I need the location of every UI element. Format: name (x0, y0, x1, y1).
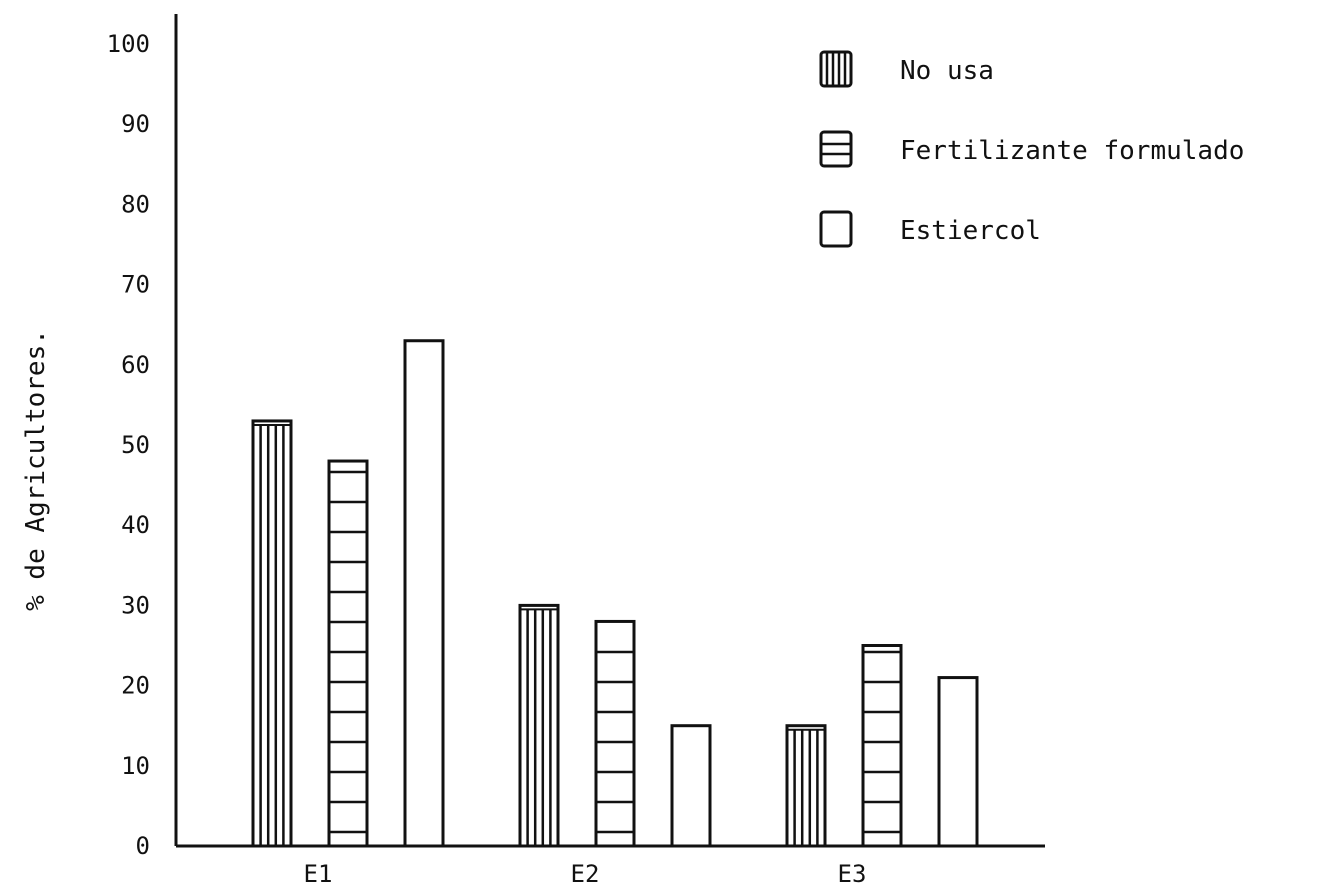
x-tick-label: E1 (304, 860, 333, 888)
x-tick-label: E2 (571, 860, 600, 888)
bar-rect (403, 339, 445, 848)
y-tick-label: 100 (107, 30, 150, 58)
bar-rect (861, 644, 903, 848)
legend-item: No usa (819, 50, 994, 88)
bar (251, 419, 293, 848)
legend-label: Estiercol (900, 216, 1041, 246)
bar-rect (670, 724, 712, 848)
y-tick-label: 0 (136, 832, 150, 860)
y-tick-label: 80 (121, 190, 150, 218)
legend-label: No usa (900, 56, 994, 86)
y-tick-label: 30 (121, 591, 150, 619)
x-tick-labels: E1 E2 E3 (304, 860, 867, 888)
legend-item: Fertilizante formulado (819, 130, 1244, 168)
legend-swatch (819, 50, 853, 88)
y-axis-label: % de Agricultores. (21, 329, 51, 611)
y-tick-label: 10 (121, 752, 150, 780)
bar (594, 619, 636, 848)
bar-rect (518, 603, 560, 848)
y-tick-label: 50 (121, 431, 150, 459)
bar (861, 644, 903, 848)
legend-item: Estiercol (819, 210, 1041, 248)
legend-swatch (819, 130, 853, 168)
y-tick-label: 90 (121, 110, 150, 138)
y-tick-label: 40 (121, 511, 150, 539)
y-tick-label: 20 (121, 672, 150, 700)
legend: No usa Fertilizante formulado Estiercol (819, 50, 1244, 248)
x-tick-label: E3 (838, 860, 867, 888)
bar (327, 459, 369, 848)
legend-swatch (819, 210, 853, 248)
y-tick-label: 70 (121, 271, 150, 299)
bar (403, 339, 445, 848)
bar (937, 676, 979, 848)
y-tick-labels: 0 10 20 30 40 50 60 70 80 90 100 (107, 30, 150, 860)
bar (518, 603, 560, 848)
bar (785, 724, 827, 848)
y-tick-label: 60 (121, 351, 150, 379)
bar-rect (251, 419, 293, 848)
bar-rect (937, 676, 979, 848)
bar-rect (785, 724, 827, 848)
bar-rect (327, 459, 369, 848)
legend-label: Fertilizante formulado (900, 136, 1244, 166)
bars (251, 339, 979, 848)
bar (670, 724, 712, 848)
bar-rect (594, 619, 636, 848)
